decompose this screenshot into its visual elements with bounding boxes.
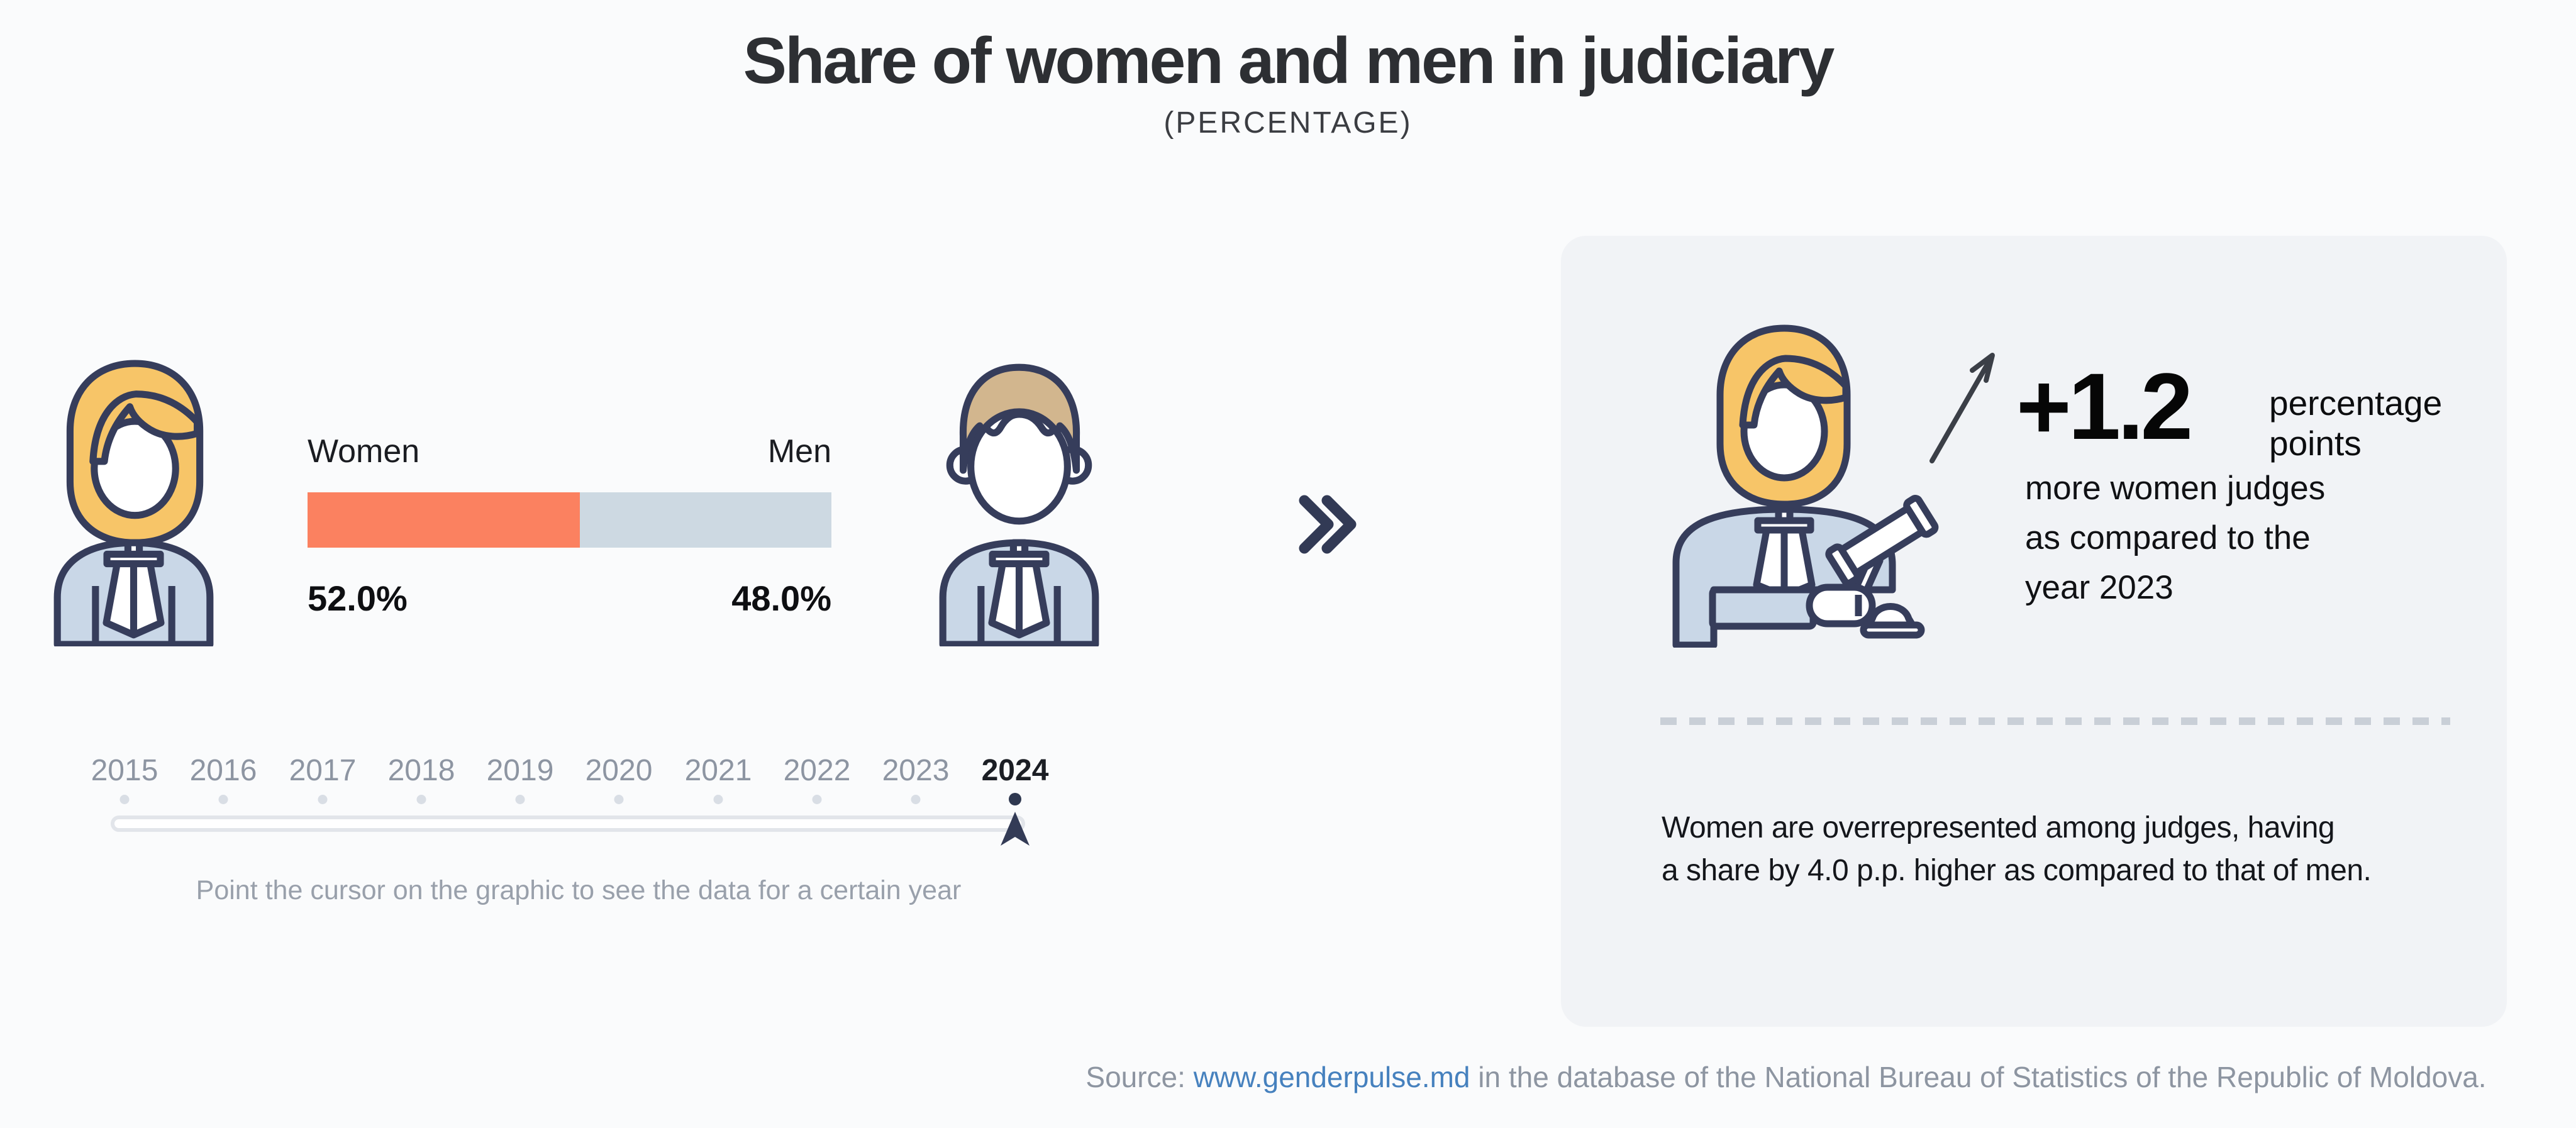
timeline-year-2017[interactable]: 2017 — [289, 754, 357, 787]
timeline-year-2016[interactable]: 2016 — [189, 754, 257, 787]
timeline-year-2023[interactable]: 2023 — [882, 754, 950, 787]
delta-unit-line1: percentage — [2269, 384, 2443, 423]
timeline-dot-2022[interactable] — [812, 795, 822, 804]
timeline-dot-2019[interactable] — [515, 795, 525, 804]
source-link[interactable]: www.genderpulse.md — [1193, 1061, 1470, 1093]
timeline-dot-2017[interactable] — [318, 795, 328, 804]
page-title: Share of women and men in judiciary — [743, 25, 1835, 97]
man-judge-icon — [939, 363, 1099, 646]
card-summary-line1: Women are overrepresented among judges, … — [1662, 811, 2335, 844]
delta-description-line1: more women judges — [2025, 470, 2326, 507]
women-bar-segment[interactable] — [308, 492, 580, 548]
up-trend-arrow-icon — [1929, 353, 1995, 463]
delta-description-line3: year 2023 — [2025, 569, 2174, 606]
delta-description-line2: as compared to the — [2025, 519, 2311, 556]
timeline-year-2015[interactable]: 2015 — [91, 754, 158, 787]
delta-unit: percentage points — [2269, 383, 2442, 463]
delta-unit-line2: points — [2269, 424, 2362, 463]
men-value: 48.0% — [731, 578, 831, 618]
card-summary-line2: a share by 4.0 p.p. higher as compared t… — [1662, 854, 2372, 887]
source-prefix: Source: — [1085, 1061, 1194, 1093]
timeline-dot-2021[interactable] — [713, 795, 723, 804]
timeline-year-2024-selected[interactable]: 2024 — [981, 754, 1049, 787]
timeline-dot-2020[interactable] — [614, 795, 624, 804]
women-value: 52.0% — [308, 578, 408, 618]
dashed-divider — [1660, 717, 2450, 725]
double-chevron-icon — [1299, 495, 1357, 554]
card-summary: Women are overrepresented among judges, … — [1662, 807, 2372, 892]
page-subtitle: (PERCENTAGE) — [1163, 106, 1413, 140]
woman-judge-gavel-icon — [1672, 324, 1939, 648]
timeline-year-2020[interactable]: 2020 — [585, 754, 653, 787]
women-label: Women — [308, 433, 420, 470]
timeline-dot-2023[interactable] — [911, 795, 921, 804]
timeline-dot-2016[interactable] — [218, 795, 228, 804]
timeline-year-2019[interactable]: 2019 — [486, 754, 554, 787]
timeline-hint: Point the cursor on the graphic to see t… — [196, 875, 962, 905]
delta-value: +1.2 — [2016, 353, 2193, 459]
men-label: Men — [767, 433, 831, 470]
source-line: Source: www.genderpulse.md in the databa… — [1000, 1060, 2572, 1094]
timeline-year-2018[interactable]: 2018 — [387, 754, 455, 787]
men-bar-segment[interactable] — [580, 492, 831, 548]
timeline-dot-2024-selected[interactable] — [1009, 793, 1021, 805]
timeline-year-2022[interactable]: 2022 — [783, 754, 851, 787]
gender-share-bar-chart: Women Men 52.0% 48.0% — [308, 433, 831, 619]
share-bar[interactable] — [308, 492, 831, 548]
delta-description: more women judges as compared to the yea… — [2025, 463, 2325, 612]
timeline-dot-2018[interactable] — [416, 795, 426, 804]
year-cursor-icon[interactable] — [1001, 812, 1030, 847]
year-slider-track[interactable] — [111, 816, 1025, 832]
source-suffix: in the database of the National Bureau o… — [1470, 1061, 2487, 1093]
timeline-dot-2015[interactable] — [119, 795, 130, 804]
woman-judge-icon — [53, 360, 214, 646]
insight-card: +1.2 percentage points more women judges… — [1561, 236, 2507, 1027]
timeline-year-2021[interactable]: 2021 — [684, 754, 752, 787]
